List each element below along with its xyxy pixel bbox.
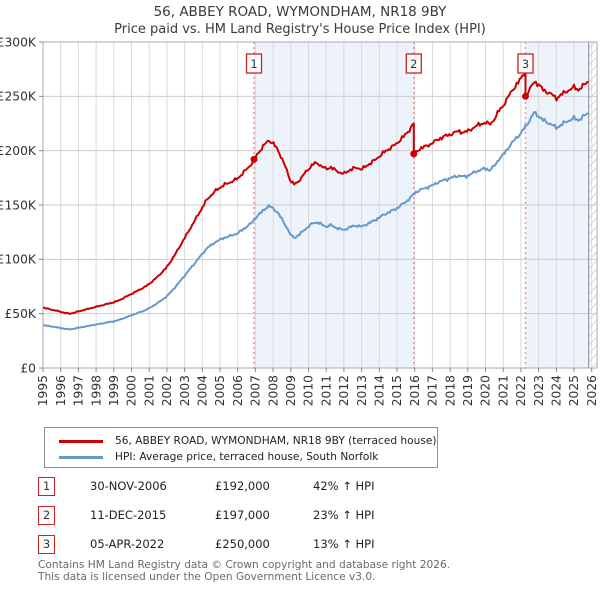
svg-text:1997: 1997 [72,375,86,406]
sale-point-dot [522,92,529,100]
hpi-line-swatch [59,455,103,459]
price-paid-line [42,69,590,315]
sale-vs-hpi: 42% ↑ HPI [313,479,375,493]
sale-row: 3 05-APR-2022 £250,000 13% ↑ HPI [0,535,600,555]
svg-text:2024: 2024 [550,375,564,406]
svg-text:£100K: £100K [0,253,37,267]
property-line-swatch [59,439,103,443]
sale-marker-box [405,53,422,74]
svg-text:1996: 1996 [54,375,68,406]
svg-text:2022: 2022 [514,375,528,406]
svg-text:£200K: £200K [0,144,37,158]
sale-marker-box [517,53,534,74]
sale-vs-hpi: 23% ↑ HPI [313,508,375,522]
svg-text:2018: 2018 [443,375,457,406]
svg-text:2015: 2015 [390,375,404,406]
sale-date: 11-DEC-2015 [90,508,167,522]
sale-row: 2 11-DEC-2015 £197,000 23% ↑ HPI [0,506,600,526]
svg-text:2014: 2014 [373,375,387,406]
sale-price: £250,000 [215,537,270,551]
svg-text:2016: 2016 [408,375,422,406]
svg-text:2007: 2007 [249,375,263,406]
svg-text:2026: 2026 [585,375,599,406]
svg-text:2002: 2002 [160,375,174,406]
legend-label: 56, ABBEY ROAD, WYMONDHAM, NR18 9BY (ter… [115,435,437,447]
legend-item-property: 56, ABBEY ROAD, WYMONDHAM, NR18 9BY (ter… [59,433,437,449]
hpi-line [42,111,590,331]
sale-marker-box [245,53,263,74]
svg-text:2000: 2000 [125,375,139,406]
sale-date: 30-NOV-2006 [90,479,167,493]
chart-legend: 56, ABBEY ROAD, WYMONDHAM, NR18 9BY (ter… [44,427,438,468]
page-subtitle: Price paid vs. HM Land Registry's House … [114,22,486,37]
svg-text:2010: 2010 [302,375,316,406]
svg-text:2003: 2003 [178,375,192,406]
footer-copyright: Contains HM Land Registry data © Crown c… [38,559,451,571]
sale-price: £192,000 [215,479,270,493]
sale-date: 05-APR-2022 [90,537,165,551]
svg-text:£250K: £250K [0,90,37,104]
svg-text:1998: 1998 [89,375,103,406]
svg-text:2023: 2023 [532,375,546,406]
sale-marker-number: 1 [250,57,257,71]
svg-text:2005: 2005 [213,375,227,406]
svg-text:2025: 2025 [567,375,581,406]
svg-text:2008: 2008 [266,375,280,406]
svg-text:2011: 2011 [319,375,333,406]
sale-price: £197,000 [215,508,270,522]
svg-text:2017: 2017 [426,375,440,406]
svg-text:£300K: £300K [0,35,37,49]
sale-number-badge: 3 [38,535,55,554]
page-title: 56, ABBEY ROAD, WYMONDHAM, NR18 9BY [153,4,447,20]
svg-text:2009: 2009 [284,375,298,406]
svg-text:2013: 2013 [355,375,369,406]
svg-text:2001: 2001 [142,375,156,406]
svg-text:1995: 1995 [36,375,50,406]
sale-point-dot [410,150,418,158]
svg-text:2012: 2012 [337,375,351,406]
sale-vs-hpi: 13% ↑ HPI [313,537,375,551]
sale-number-badge: 2 [38,506,55,525]
svg-text:£150K: £150K [0,198,37,212]
svg-text:2006: 2006 [231,375,245,406]
svg-text:£0: £0 [20,361,36,375]
sale-number-badge: 1 [38,477,55,496]
sale-point-dot [250,155,258,163]
svg-text:2021: 2021 [496,375,510,406]
legend-item-hpi: HPI: Average price, terraced house, Sout… [59,449,437,465]
svg-text:2020: 2020 [479,375,493,406]
svg-text:1999: 1999 [107,375,121,406]
sale-row: 1 30-NOV-2006 £192,000 42% ↑ HPI [0,477,600,497]
svg-text:2004: 2004 [196,375,210,406]
sale-marker-number: 3 [522,57,529,71]
svg-text:2019: 2019 [461,375,475,406]
footer-licence: This data is licensed under the Open Gov… [38,571,376,583]
sale-marker-number: 2 [410,57,417,71]
legend-label: HPI: Average price, terraced house, Sout… [115,451,379,463]
price-history-chart: 1995 1996 1997 1998 1999 2000 2001 2002 2003 2004… [0,35,599,406]
svg-text:£50K: £50K [4,307,36,321]
